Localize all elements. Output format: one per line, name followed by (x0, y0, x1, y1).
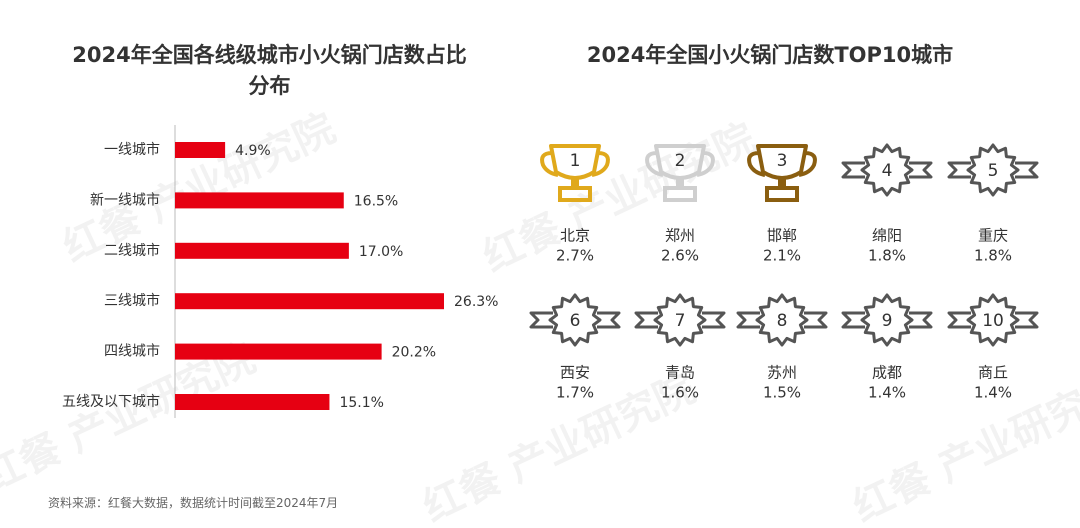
badge-star (548, 293, 602, 347)
bar (175, 142, 226, 158)
watermark: 红餐 产业研究院 (476, 115, 762, 281)
city-share: 2.7% (556, 247, 594, 265)
value-label: 20.2% (392, 345, 436, 361)
rank-badge: 9 (841, 293, 933, 347)
rank-number: 10 (982, 311, 1004, 331)
trophy-base (558, 186, 592, 202)
bar (175, 293, 444, 310)
value-label: 17.0% (359, 244, 403, 260)
ribbon (529, 311, 621, 329)
trophy-base (765, 186, 799, 202)
rank-badge: 10 (947, 293, 1039, 347)
y-tick-label: 四线城市 (104, 343, 160, 360)
watermark: 红餐 产业研究院 (0, 335, 262, 501)
y-tick-label: 一线城市 (104, 141, 160, 158)
badge-star (860, 293, 914, 347)
y-tick-label: 五线及以下城市 (62, 393, 160, 410)
trophy-icon: 1 (540, 144, 610, 202)
city-share: 1.8% (868, 247, 906, 265)
rank-number: 1 (570, 151, 581, 171)
rank-number: 7 (675, 311, 686, 331)
ranking-title: 2024年全国小火锅门店数TOP10城市 (586, 43, 954, 67)
trophy-base (663, 186, 697, 202)
rank-badge: 6 (529, 293, 621, 347)
trophy-icon: 3 (747, 144, 817, 202)
rank-badge: 7 (634, 293, 726, 347)
ribbon (841, 161, 933, 179)
trophy-stem (778, 179, 786, 188)
value-label: 26.3% (454, 294, 498, 310)
trophy-cup (540, 144, 610, 180)
badge-star (755, 293, 809, 347)
rank-badge: 5 (947, 143, 1039, 197)
rank-number: 5 (988, 161, 999, 181)
badge-star (653, 293, 707, 347)
rank-number: 3 (777, 151, 788, 171)
ribbon (947, 161, 1039, 179)
rank-number: 6 (570, 311, 581, 331)
city-name: 绵阳 (872, 227, 902, 245)
city-share: 1.8% (974, 247, 1012, 265)
value-label: 16.5% (354, 193, 398, 209)
rank-number: 8 (777, 311, 788, 331)
trophy-icon: 2 (645, 144, 715, 202)
city-name: 成都 (872, 364, 902, 382)
city-name: 重庆 (978, 227, 1008, 245)
city-name: 北京 (560, 227, 590, 245)
city-share: 1.6% (661, 384, 699, 402)
city-share: 1.5% (763, 384, 801, 402)
badge-star (860, 143, 914, 197)
city-share: 1.4% (868, 384, 906, 402)
ribbon (841, 311, 933, 329)
trophy-stem (571, 179, 579, 188)
city-share: 2.6% (661, 247, 699, 265)
city-share: 1.4% (974, 384, 1012, 402)
value-label: 4.9% (235, 143, 271, 159)
rank-badge: 4 (841, 143, 933, 197)
y-tick-label: 二线城市 (104, 242, 160, 259)
rank-badge: 8 (736, 293, 828, 347)
bar (175, 343, 382, 360)
trophy-stem (676, 179, 684, 188)
city-name: 西安 (560, 364, 590, 382)
bar (175, 394, 330, 410)
bar (175, 192, 344, 209)
ribbon (947, 311, 1039, 329)
source-note: 资料来源：红餐大数据，数据统计时间截至2024年7月 (48, 496, 339, 510)
city-name: 郑州 (665, 227, 695, 245)
trophy-cup (747, 144, 817, 180)
y-tick-label: 三线城市 (104, 292, 160, 309)
badge-star (966, 293, 1020, 347)
city-share: 2.1% (763, 247, 801, 265)
chart-title: 2024年全国各线级城市小火锅门店数占比分布 (72, 43, 467, 98)
city-name: 邯郸 (767, 227, 797, 245)
rank-number: 2 (675, 151, 686, 171)
value-label: 15.1% (339, 395, 383, 411)
city-name: 青岛 (665, 364, 695, 382)
ribbon (736, 311, 828, 329)
y-tick-label: 新一线城市 (90, 191, 160, 208)
ribbon (634, 311, 726, 329)
city-name: 商丘 (978, 364, 1008, 382)
city-share: 1.7% (556, 384, 594, 402)
rank-number: 4 (882, 161, 893, 181)
badge-star (966, 143, 1020, 197)
city-name: 苏州 (767, 364, 797, 382)
rank-number: 9 (882, 311, 893, 331)
trophy-cup (645, 144, 715, 180)
bar (175, 242, 349, 259)
